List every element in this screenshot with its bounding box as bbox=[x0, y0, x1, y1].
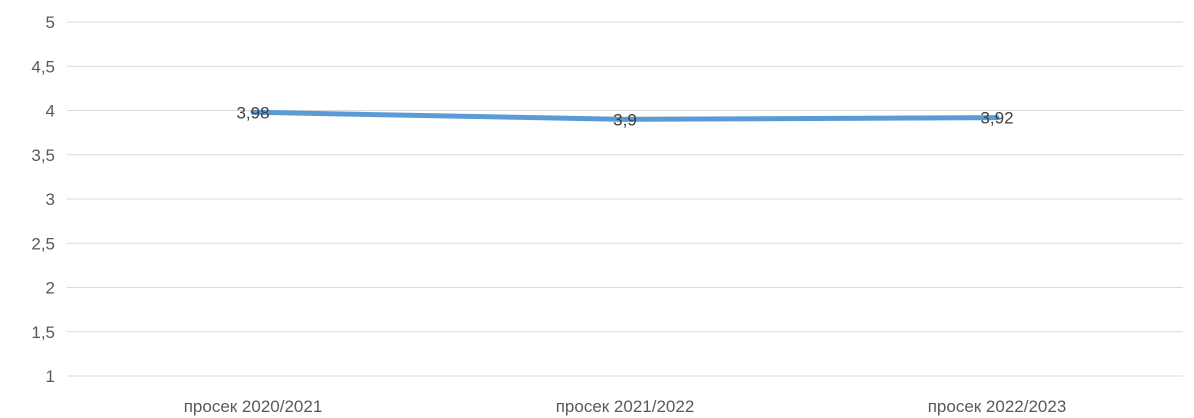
x-category-label: просек 2021/2022 bbox=[556, 397, 695, 416]
data-label: 3,92 bbox=[980, 109, 1013, 128]
y-tick-label: 5 bbox=[46, 13, 55, 32]
y-tick-label: 3,5 bbox=[31, 146, 55, 165]
x-category-label: просек 2020/2021 bbox=[184, 397, 323, 416]
series-lines bbox=[250, 109, 1000, 122]
y-tick-label: 1,5 bbox=[31, 323, 55, 342]
data-labels: 3,98 3,9 3,92 bbox=[236, 103, 1013, 129]
gridlines bbox=[67, 21, 1183, 377]
data-point bbox=[250, 109, 256, 115]
y-tick-label: 3 bbox=[46, 190, 55, 209]
y-tick-label: 2 bbox=[46, 279, 55, 298]
y-tick-label: 2,5 bbox=[31, 234, 55, 253]
y-tick-label: 1 bbox=[46, 367, 55, 386]
x-category-label: просек 2022/2023 bbox=[928, 397, 1067, 416]
x-axis-category-labels: просек 2020/2021 просек 2021/2022 просек 2… bbox=[184, 397, 1067, 416]
y-axis-tick-labels: 1 1,5 2 2,5 3 3,5 4 4,5 5 bbox=[31, 13, 55, 386]
y-tick-label: 4 bbox=[46, 102, 55, 121]
y-tick-label: 4,5 bbox=[31, 57, 55, 76]
data-point bbox=[994, 115, 1000, 121]
data-point bbox=[622, 116, 628, 122]
data-label: 3,9 bbox=[613, 110, 637, 129]
data-label: 3,98 bbox=[236, 103, 269, 122]
